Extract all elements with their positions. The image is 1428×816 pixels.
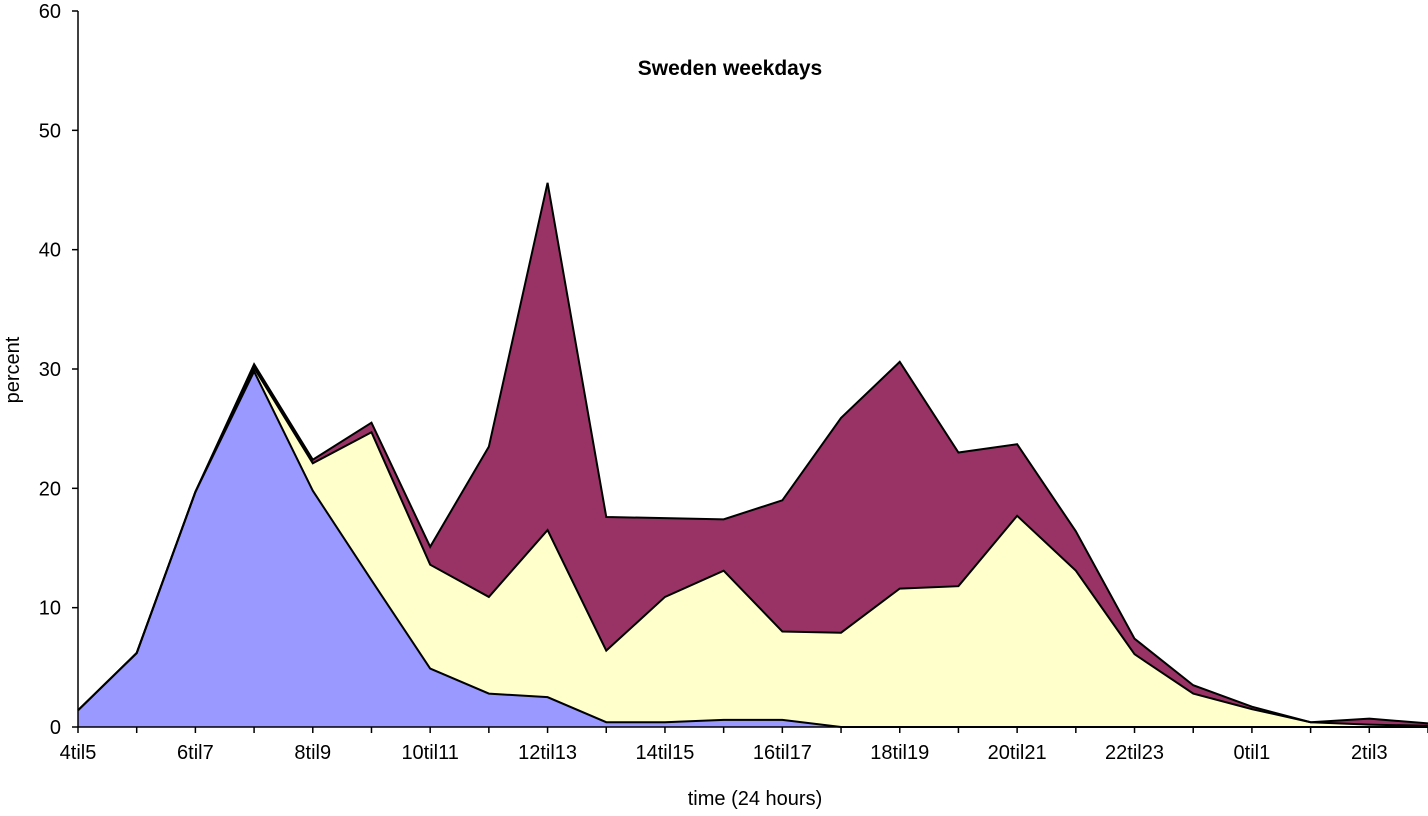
x-tick-label: 22til23 xyxy=(1105,742,1164,764)
x-axis-label: time (24 hours) xyxy=(688,788,823,810)
x-tick-label: 6til7 xyxy=(177,742,214,764)
axes-layer: 0 10 20 30 40 50 60 4til5 6til7 8til9 10til11 12til… xyxy=(39,1,1428,764)
series-line-3 xyxy=(77,182,1428,725)
series-line-2 xyxy=(77,365,1428,727)
x-tick-label: 8til9 xyxy=(294,742,331,764)
y-axis-label: percent xyxy=(2,336,24,403)
areas-layer xyxy=(78,182,1428,727)
y-tick-label: 30 xyxy=(39,359,61,381)
y-tick-label: 40 xyxy=(39,240,61,262)
x-tick-label: 10til11 xyxy=(401,742,458,764)
y-tick-label: 50 xyxy=(39,120,61,142)
series-area-2 xyxy=(78,367,1428,727)
y-tick-label: 20 xyxy=(39,478,61,500)
y-tick-label: 0 xyxy=(50,717,61,739)
x-tick-label: 2til3 xyxy=(1351,742,1388,764)
series-area-1 xyxy=(78,371,1428,727)
y-tick-label: 10 xyxy=(39,598,61,620)
x-tick-label: 20til21 xyxy=(988,742,1047,764)
x-tick-label: 12til13 xyxy=(518,742,577,764)
x-tick-label: 0til1 xyxy=(1234,742,1271,764)
x-tick-label: 16til17 xyxy=(753,742,812,764)
y-tick-label: 60 xyxy=(39,1,61,23)
chart-title: Sweden weekdays xyxy=(638,57,822,80)
x-tick-label: 4til5 xyxy=(60,742,97,764)
x-tick-label: 18til19 xyxy=(870,742,929,764)
x-tick-label: 14til15 xyxy=(635,742,694,764)
